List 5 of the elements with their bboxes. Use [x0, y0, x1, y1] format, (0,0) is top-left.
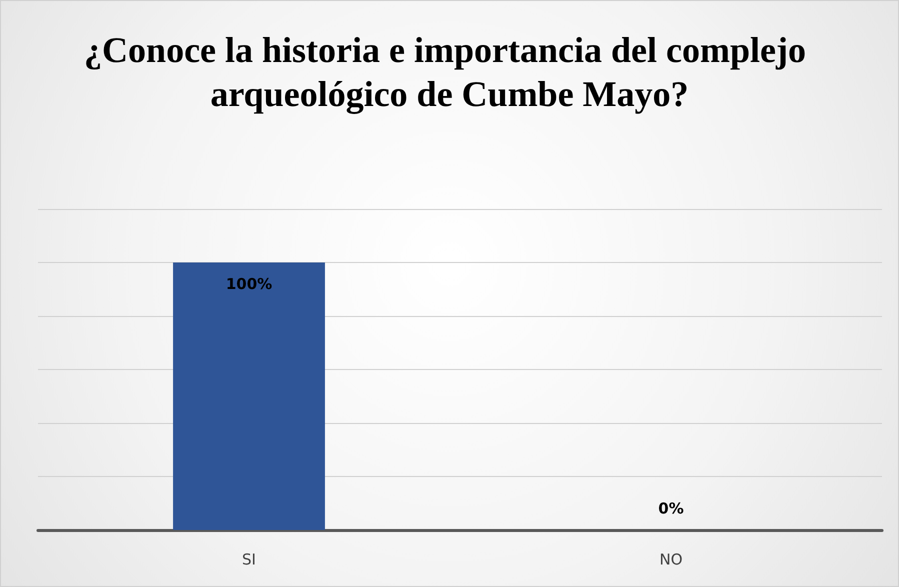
x-tick-label: NO — [659, 550, 683, 568]
chart-title: ¿Conoce la historia e importancia del complejo arqueológico de Cumbe Mayo? — [84, 30, 815, 114]
data-label: 0% — [658, 500, 684, 518]
data-label: 100% — [226, 275, 272, 293]
x-tick-label: SI — [242, 550, 256, 568]
